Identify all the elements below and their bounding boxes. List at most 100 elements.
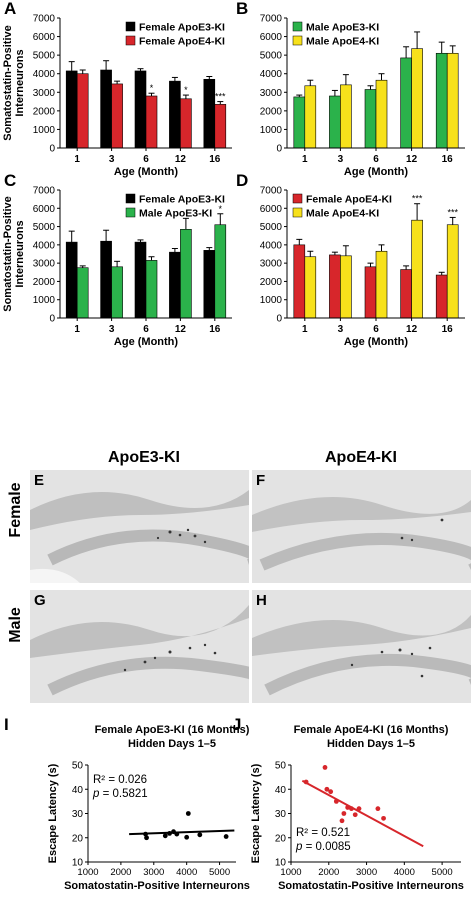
scatter-chart-j: J Female ApoE4-KI (16 Months) Hidden Days … <box>232 715 464 892</box>
y-tick-label: 6000 <box>33 204 56 215</box>
legend-label: Male ApoE4-KI <box>306 36 379 48</box>
bar <box>400 269 412 319</box>
x-tick-label: 12 <box>175 324 187 335</box>
bar <box>180 229 192 319</box>
legend-swatch <box>125 35 136 46</box>
scatter-chart-i: I Female ApoE3-KI (16 Months) Hidden Days … <box>4 715 250 892</box>
y-tick-label: 3000 <box>260 88 283 99</box>
bar <box>100 240 112 319</box>
x-tick-label: 16 <box>442 324 454 335</box>
bar <box>304 256 317 319</box>
r-squared-label: R² = 0.026 <box>93 774 147 786</box>
bar <box>100 69 112 149</box>
panel-letter-j: J <box>232 715 241 734</box>
bar <box>446 52 459 149</box>
y-tick-label: 4000 <box>33 69 56 80</box>
x-tick-label: 12 <box>175 154 187 165</box>
significance-marker: *** <box>215 92 226 102</box>
legend-label: Male ApoE3-KI <box>306 22 379 34</box>
significance-marker: *** <box>412 194 423 204</box>
data-point <box>184 834 190 840</box>
y-tick-label: 10 <box>275 858 287 869</box>
x-tick-label: 1 <box>302 154 308 165</box>
p-value-label: p = 0.5821 <box>92 788 148 800</box>
legend-swatch <box>292 35 303 46</box>
panel-letter-c: C <box>4 171 16 190</box>
y-tick-label: 1000 <box>33 125 56 136</box>
legend-swatch <box>125 207 136 218</box>
data-point <box>345 805 351 810</box>
panel-letter-a: A <box>4 0 16 18</box>
y-tick-label: 3000 <box>33 88 56 99</box>
x-tick-label: 1000 <box>280 867 301 878</box>
legend-label: Male ApoE4-KI <box>306 208 379 220</box>
micrograph-male-apoe4: H <box>252 590 471 703</box>
legend-label: Male ApoE3-KI <box>139 208 212 220</box>
bar <box>111 266 123 319</box>
bar <box>65 241 78 319</box>
p-value-label: p = 0.0085 <box>295 841 351 853</box>
legend-swatch <box>292 21 303 32</box>
bar <box>340 255 352 319</box>
bar <box>411 219 423 319</box>
x-tick-label: 16 <box>442 154 454 165</box>
y-tick-label: 3000 <box>260 259 283 270</box>
scatter-title-line1: Female ApoE3-KI (16 Months) <box>95 724 250 736</box>
x-axis-label: Age (Month) <box>344 166 408 178</box>
bar <box>375 79 388 149</box>
data-point <box>349 806 354 812</box>
y-tick-label: 4000 <box>260 69 283 80</box>
bar <box>435 274 448 319</box>
y-tick-label: 20 <box>72 833 84 844</box>
x-tick-label: 6 <box>143 324 149 335</box>
x-axis-label: Age (Month) <box>344 336 408 348</box>
significance-marker: * <box>150 83 154 93</box>
data-point <box>352 812 358 818</box>
p-value: = 0.0085 <box>302 841 350 853</box>
y-tick-label: 2000 <box>260 106 283 117</box>
x-tick-label: 1 <box>302 324 308 335</box>
x-tick-label: 1 <box>74 154 80 165</box>
y-axis-label-line1: Somatostatin-Positive <box>2 196 14 312</box>
y-tick-label: 1000 <box>260 295 283 306</box>
y-tick-label: 40 <box>275 785 287 796</box>
legend-swatch <box>125 21 136 32</box>
y-tick-label: 5000 <box>33 51 56 62</box>
scatter-plots-layer: I Female ApoE3-KI (16 Months) Hidden Days … <box>4 715 464 892</box>
x-tick-label: 1000 <box>77 867 98 878</box>
y-tick-label: 6000 <box>33 32 56 43</box>
bar-chart-d: D *** *** 0 1000 2000 3000 4000 5000 6000 7000 1 3 6 1… <box>236 171 465 348</box>
data-point <box>341 811 347 816</box>
x-axis-label: Age (Month) <box>114 166 178 178</box>
significance-marker: *** <box>447 207 458 217</box>
data-point <box>356 806 362 812</box>
y-tick-label: 7000 <box>260 186 283 197</box>
micrograph-female-apoe3: E <box>30 470 249 583</box>
data-point <box>223 834 229 839</box>
bar <box>214 224 227 319</box>
y-tick-label: 2000 <box>33 106 56 117</box>
data-point <box>324 786 330 792</box>
x-axis-label: Somatostatin-Positive Interneurons <box>64 880 250 892</box>
bar-chart-c: C * 0 1000 2000 3000 4000 5000 6000 7000 1 3 6 12 16 Ag… <box>2 171 232 348</box>
data-point <box>333 798 339 804</box>
y-tick-label: 7000 <box>33 186 56 197</box>
micrograph-female-apoe4: F <box>252 470 471 583</box>
bar <box>145 95 158 149</box>
bar <box>411 48 423 149</box>
bar <box>400 57 412 149</box>
y-tick-label: 1000 <box>33 295 56 306</box>
y-tick-label: 7000 <box>260 14 283 25</box>
y-tick-label: 6000 <box>260 204 283 215</box>
y-tick-label: 30 <box>275 809 287 820</box>
data-point <box>167 830 172 836</box>
x-tick-label: 3 <box>338 324 344 335</box>
legend-swatch <box>292 207 303 218</box>
y-tick-label: 20 <box>275 833 287 844</box>
y-tick-label: 3000 <box>33 259 56 270</box>
bar <box>214 104 227 149</box>
x-tick-label: 5000 <box>432 867 453 878</box>
y-tick-label: 5000 <box>33 222 56 233</box>
y-tick-label: 4000 <box>260 240 283 251</box>
bar <box>435 52 448 149</box>
